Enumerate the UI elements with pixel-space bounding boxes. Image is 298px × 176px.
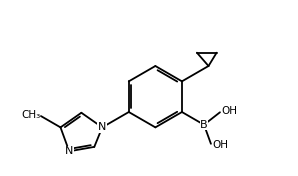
Text: N: N: [65, 146, 73, 156]
Text: OH: OH: [222, 106, 238, 116]
Text: OH: OH: [213, 140, 229, 150]
Text: B: B: [200, 120, 208, 130]
Text: N: N: [98, 122, 106, 132]
Text: CH₃: CH₃: [21, 111, 40, 121]
